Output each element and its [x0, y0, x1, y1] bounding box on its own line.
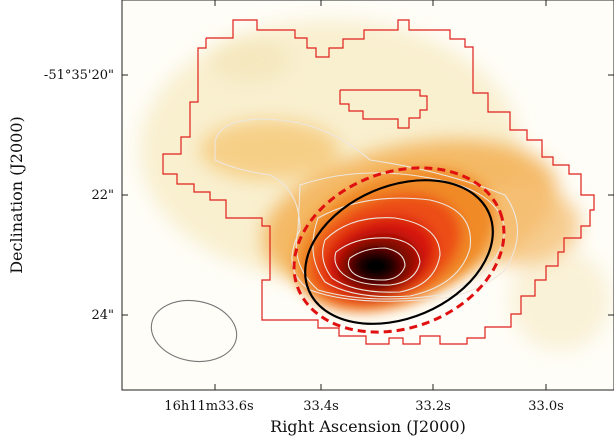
contour-level-5: [334, 237, 421, 286]
boundary-contour-hole: [339, 89, 428, 129]
x-tick-label: 16h11m33.6s: [164, 399, 253, 414]
contour-level-4: [322, 217, 441, 293]
x-tick-label: 33.2s: [415, 399, 451, 414]
inner-contours: [214, 118, 519, 302]
y-axis-label: Declination (J2000): [7, 116, 26, 274]
ticks: [122, 0, 614, 390]
contour-level-3: [312, 197, 472, 298]
dashed-ellipse: [292, 166, 506, 334]
plot-image: [122, 0, 614, 390]
beam-ellipse: [150, 299, 238, 363]
y-tick-label: 24": [91, 308, 114, 323]
contour-level-2: [295, 172, 506, 300]
boundary-contour: [162, 19, 595, 345]
x-tick-label: 33.0s: [528, 399, 564, 414]
y-tick-label: -51°35'20": [44, 68, 114, 83]
x-tick-label: 33.4s: [303, 399, 339, 414]
contour-level-6: [347, 247, 406, 281]
y-tick-label: 22": [91, 188, 114, 203]
x-axis-label: Right Ascension (J2000): [270, 417, 466, 436]
contour-level-1: [214, 118, 519, 302]
fit-ellipse: [304, 179, 494, 325]
